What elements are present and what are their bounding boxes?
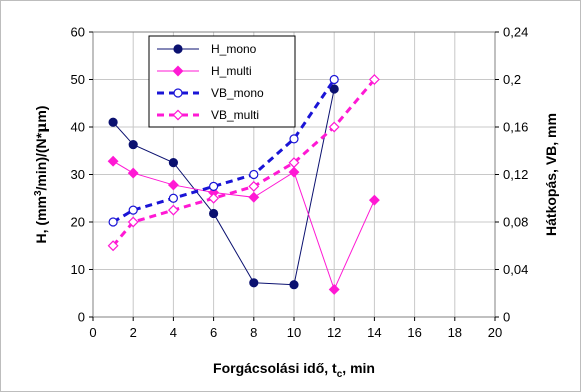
legend-item-h-mono: H_mono [157, 42, 257, 56]
x-tick-label: 18 [448, 325, 462, 340]
series-h-multi-point [368, 194, 380, 206]
y-left-title-mid: /min)/(N* [33, 132, 49, 190]
legend-swatch-point [172, 109, 184, 121]
x-axis-title-main: Forgácsolási idő, t [213, 360, 337, 376]
x-axis-title: Forgácsolási idő, tc, min [213, 360, 375, 380]
x-tick-label: 12 [327, 325, 341, 340]
series-vb-mono-point [289, 134, 299, 144]
y-left-tick-label: 10 [71, 262, 85, 277]
series-vb-mono-point [168, 193, 178, 203]
series-h-multi-point [107, 155, 119, 167]
series-vb-multi-point [288, 157, 300, 169]
y-right-tick-label: 0,2 [503, 72, 521, 87]
series-vb-mono-point [128, 205, 138, 215]
series-h-mono-point [128, 139, 138, 150]
series-line-vb-multi [111, 78, 376, 247]
legend-label: H_mono [211, 42, 257, 56]
series-h-multi-point [167, 179, 179, 191]
series-layer [107, 74, 380, 295]
x-tick-label: 4 [170, 325, 177, 340]
y-left-tick-label: 0 [78, 310, 85, 325]
series-vb-mono-point [249, 169, 259, 180]
series-h-mono-point [289, 280, 299, 290]
series-vb-mono-point [329, 74, 339, 85]
x-tick-label: 6 [210, 325, 217, 340]
y-left-tick-label: 30 [71, 167, 85, 182]
legend: H_mono H_multi VB_mono VB_multi [148, 35, 296, 128]
series-h-multi-point [288, 166, 300, 178]
y-left-title-suffix: m) [33, 106, 49, 123]
y-left-title-mu: μ [34, 123, 50, 133]
series-vb-multi-point [107, 240, 119, 252]
series-h-multi-point [328, 284, 340, 295]
legend-swatch-point [173, 44, 183, 54]
series-h-mono-point [108, 117, 118, 127]
series-vb-multi [107, 74, 380, 252]
y-left-tick-label: 60 [71, 25, 85, 40]
y-right-axis-title: Hátkopás, VB, mm [543, 113, 559, 236]
y-right-tick-label: 0,08 [503, 215, 528, 230]
legend-box [148, 35, 296, 128]
series-vb-multi-point [167, 204, 179, 216]
series-h-multi [107, 155, 380, 295]
y-left-title-sup: 3 [33, 190, 44, 196]
series-h-mono-point [168, 158, 178, 168]
series-vb-mono-point [209, 181, 219, 191]
x-tick-label: 8 [250, 325, 257, 340]
series-vb-multi-point [248, 180, 260, 192]
x-axis-title-sub: c [337, 369, 343, 380]
legend-swatch-point [172, 65, 184, 77]
x-tick-label: 0 [89, 325, 96, 340]
y-left-tick-label: 40 [71, 120, 85, 135]
ticks: 0 10 20 30 40 50 60 0 0,04 0,08 0,12 0,16 0,2 0,24 0 2 4… [71, 25, 529, 341]
series-h-mono-point [329, 84, 339, 94]
x-tick-label: 2 [130, 325, 137, 340]
series-h-mono-point [209, 208, 219, 219]
legend-label: VB_mono [211, 86, 264, 100]
y-left-tick-label: 20 [71, 215, 85, 230]
series-vb-multi-point [368, 74, 380, 85]
legend-item-vb-mono: VB_mono [157, 86, 264, 100]
legend-label: H_multi [211, 64, 252, 78]
y-right-tick-label: 0,04 [503, 262, 528, 277]
y-right-tick-label: 0 [503, 310, 510, 325]
y-right-tick-label: 0,24 [503, 25, 528, 40]
legend-swatch-point [173, 88, 183, 98]
series-h-mono-point [249, 278, 259, 288]
series-vb-multi-point [328, 121, 340, 133]
x-tick-label: 14 [367, 325, 381, 340]
y-left-tick-label: 50 [71, 72, 85, 87]
legend-item-vb-multi: VB_multi [157, 108, 259, 122]
series-h-multi-point [248, 191, 260, 203]
series-vb-multi-point [208, 192, 220, 204]
series-vb-multi-point [127, 216, 139, 228]
legend-item-h-multi: H_multi [157, 64, 252, 78]
x-axis-title-suffix: , min [342, 360, 375, 376]
series-h-multi-point [127, 167, 139, 179]
x-tick-label: 16 [407, 325, 421, 340]
series-h-mono [108, 84, 339, 290]
y-left-axis-title: H, (mm3/min)/(N*μm) [33, 106, 50, 244]
y-right-tick-label: 0,16 [503, 120, 528, 135]
series-vb-mono-point [108, 217, 118, 227]
x-tick-label: 10 [287, 325, 301, 340]
series-vb-mono [108, 74, 339, 227]
x-tick-label: 20 [488, 325, 502, 340]
series-line-h-multi [112, 160, 375, 291]
y-right-tick-label: 0,12 [503, 167, 528, 182]
y-left-title-prefix: H, (mm [33, 196, 49, 243]
legend-label: VB_multi [211, 108, 259, 122]
